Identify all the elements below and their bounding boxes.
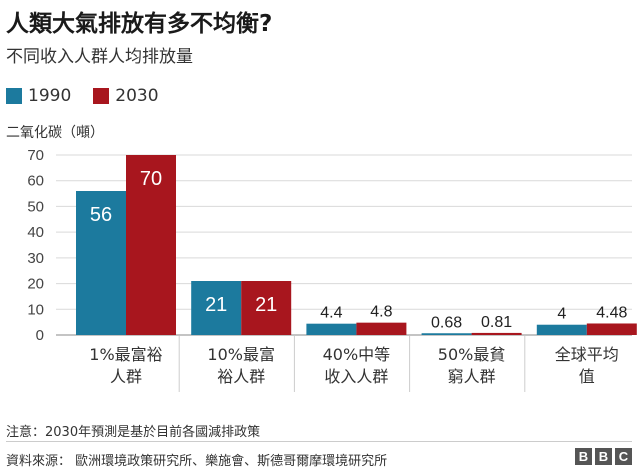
bbc-logo-letter: B (595, 448, 612, 465)
bar-value-label: 21 (205, 294, 227, 316)
source-credit: 資料來源： 歐洲環境政策研究所、樂施會、斯德哥爾摩環境研究所 (6, 454, 388, 469)
bar-value-label: 0.81 (481, 314, 512, 331)
bar-1990 (536, 324, 587, 335)
legend-item-2030: 2030 (93, 86, 159, 106)
y-tick-label: 60 (27, 173, 44, 190)
x-tick-label: 40%中等 (323, 345, 391, 364)
y-tick-label: 0 (36, 327, 44, 344)
footnote: 注意：2030年預測是基於目前各國減排政策 (6, 425, 261, 440)
bar-value-label: 21 (255, 294, 277, 316)
bar-1990 (191, 281, 242, 335)
y-tick-label: 10 (27, 301, 44, 318)
footer-divider (6, 441, 632, 442)
x-tick-label: 人群 (110, 367, 142, 386)
x-tick-label: 1%最富裕 (89, 345, 162, 364)
bar-value-label: 0.68 (431, 314, 462, 331)
bar-value-label: 4.8 (370, 304, 392, 321)
bar-1990 (76, 191, 126, 335)
y-tick-label: 40 (27, 224, 44, 241)
legend-label-1990: 1990 (28, 86, 72, 106)
bar-2030 (356, 322, 407, 335)
x-tick-label: 裕人群 (217, 367, 265, 386)
bbc-logo-letter: B (575, 448, 592, 465)
y-tick-label: 30 (27, 250, 44, 267)
chart-title: 人類大氣排放有多不均衡? (6, 11, 273, 37)
bar-2030 (126, 155, 176, 335)
x-tick-label: 值 (579, 367, 595, 386)
legend: 1990 2030 (6, 86, 181, 106)
x-tick-label: 10%最富 (207, 345, 275, 364)
legend-item-1990: 1990 (6, 86, 71, 106)
bar-value-label: 4.4 (320, 305, 342, 322)
x-tick-label: 全球平均 (555, 345, 619, 364)
bar-2030 (241, 281, 292, 335)
y-axis-unit-label: 二氧化碳（噸） (6, 125, 104, 141)
legend-swatch-1990 (6, 88, 22, 104)
x-tick-label: 50%最貧 (438, 345, 506, 364)
x-tick-label: 窮人群 (448, 367, 496, 386)
y-tick-label: 50 (27, 198, 44, 215)
bar-value-label: 70 (140, 168, 162, 190)
y-tick-label: 70 (27, 147, 44, 164)
legend-label-2030: 2030 (115, 86, 159, 106)
bar-1990 (306, 323, 357, 335)
bbc-logo: B B C (572, 448, 632, 465)
legend-swatch-2030 (93, 88, 110, 104)
bar-2030 (471, 332, 522, 335)
bar-2030 (586, 323, 637, 335)
bar-value-label: 4 (557, 306, 566, 323)
bbc-logo-letter: C (615, 448, 632, 465)
y-tick-label: 20 (27, 276, 44, 293)
bar-value-label: 56 (90, 204, 112, 226)
bar-value-label: 4.48 (596, 304, 627, 321)
bar-1990 (421, 333, 472, 335)
x-tick-label: 收入人群 (324, 367, 388, 386)
chart-subtitle: 不同收入人群人均排放量 (6, 47, 193, 67)
